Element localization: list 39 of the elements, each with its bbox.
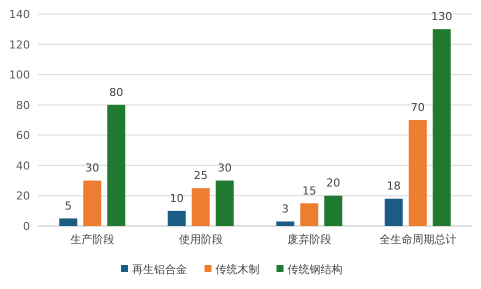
y-tick-label: 80 — [16, 98, 30, 112]
y-tick-label: 140 — [9, 8, 30, 21]
bar — [324, 196, 342, 226]
legend-label: 再生铝合金 — [132, 263, 187, 276]
data-label: 20 — [326, 176, 340, 190]
bar — [216, 180, 234, 226]
x-tick-label: 使用阶段 — [178, 233, 223, 246]
data-label: 5 — [64, 199, 72, 212]
bar — [83, 180, 102, 226]
data-label: 70 — [410, 101, 425, 114]
bar — [168, 210, 186, 226]
data-label: 130 — [431, 10, 452, 24]
bar — [192, 188, 210, 226]
data-label: 80 — [109, 86, 124, 99]
bar — [432, 29, 451, 226]
data-label: 30 — [218, 162, 232, 175]
y-tick-label: 0 — [23, 220, 30, 233]
data-label: 10 — [170, 192, 184, 205]
legend-label: 传统钢结构 — [288, 263, 342, 276]
data-label: 30 — [85, 162, 100, 175]
x-tick-label: 生产阶段 — [70, 233, 114, 246]
y-tick-label: 100 — [9, 68, 30, 82]
y-tick-label: 60 — [16, 129, 30, 142]
legend-label: 传统木制 — [216, 263, 260, 276]
data-label: 18 — [386, 180, 401, 193]
bar — [276, 221, 294, 226]
bar — [384, 198, 403, 226]
data-label: 15 — [302, 184, 316, 198]
y-tick-label: 120 — [9, 38, 30, 52]
y-tick-label: 20 — [16, 190, 30, 203]
bar — [300, 203, 318, 226]
bar — [408, 120, 427, 226]
data-label: 25 — [194, 169, 208, 182]
x-tick-label: 全生命周期总计 — [379, 233, 456, 246]
bar — [59, 218, 78, 226]
x-tick-label: 废弃阶段 — [287, 233, 332, 246]
data-label: 3 — [282, 202, 289, 216]
y-tick-label: 40 — [16, 159, 30, 172]
bar — [107, 104, 126, 226]
